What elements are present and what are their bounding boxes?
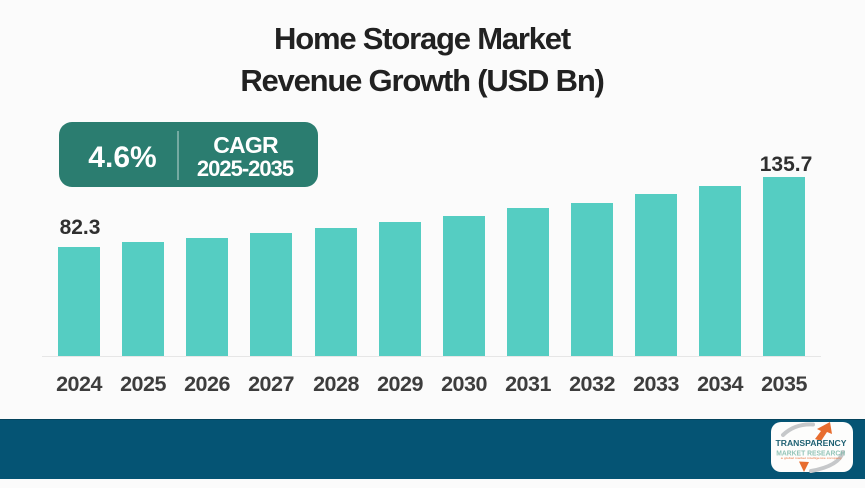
svg-text:a global market intelligence c: a global market intelligence company xyxy=(781,456,843,460)
svg-text:MARKET RESEARCH: MARKET RESEARCH xyxy=(776,448,845,457)
svg-text:TRANSPARENCY: TRANSPARENCY xyxy=(776,439,848,448)
